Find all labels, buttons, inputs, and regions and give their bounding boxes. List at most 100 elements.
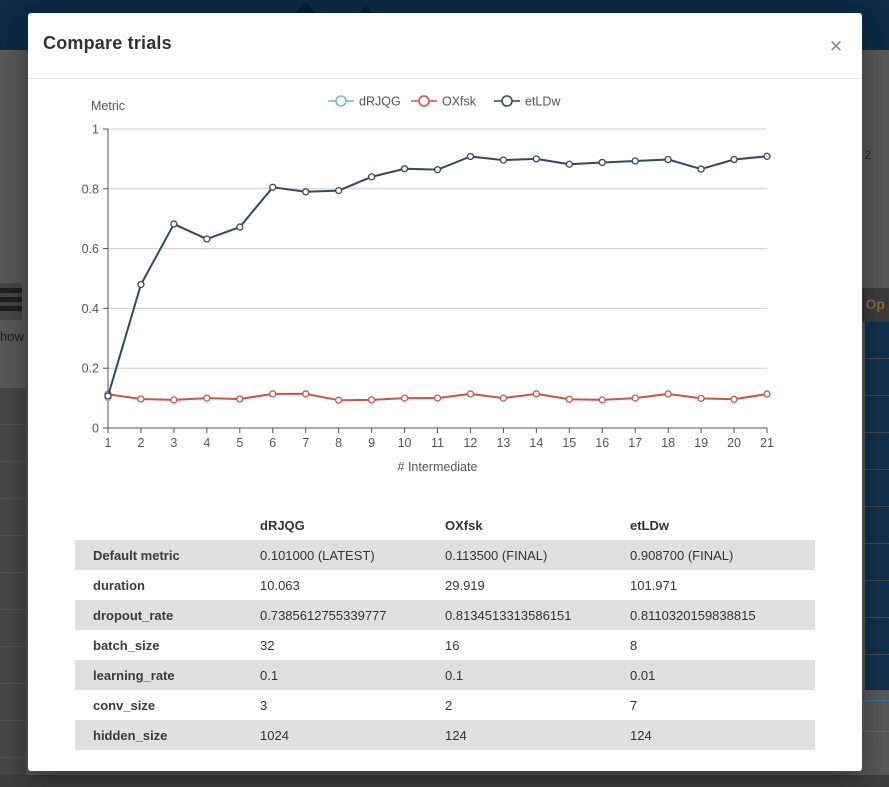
x-tick-label: 1 (105, 436, 112, 450)
data-point[interactable] (236, 223, 244, 231)
data-point[interactable] (730, 155, 738, 164)
data-point[interactable] (697, 165, 705, 173)
data-point[interactable] (499, 156, 508, 164)
data-point[interactable] (730, 395, 738, 403)
table-cell: 0.1 (260, 667, 279, 683)
x-tick-label: 10 (398, 436, 412, 450)
table-cell: 3 (260, 697, 268, 713)
background-button-outline (863, 700, 889, 732)
data-point[interactable] (170, 396, 178, 404)
table-cell: 32 (260, 637, 275, 653)
x-tick-label: 11 (431, 436, 444, 450)
data-point[interactable] (367, 173, 376, 181)
modal-header: Compare trials ✕ (28, 13, 862, 79)
table-row-batch_size: batch_size 32 16 8 (75, 630, 815, 660)
data-point[interactable] (763, 390, 771, 398)
x-tick-label: 21 (760, 436, 774, 450)
data-point[interactable] (697, 394, 705, 403)
row-label: learning_rate (93, 667, 175, 683)
x-tick-label: 9 (368, 436, 375, 450)
background-bottom-strip (0, 775, 889, 787)
background-right-number: 2 (864, 148, 871, 162)
data-point[interactable] (565, 395, 573, 403)
x-tick-label: 5 (236, 436, 243, 450)
data-point[interactable] (137, 280, 145, 289)
intermediate-metric-chart: 0 0.2 0.4 0.6 0.8 1 1 2 3 4 5 6 7 8 9 10 11 12 13 14 15 16 17 1… (28, 79, 862, 509)
x-tick-label: 3 (170, 436, 177, 450)
close-icon[interactable]: ✕ (828, 37, 844, 56)
table-header-row: dRJQG OXfsk etLDw (75, 510, 815, 540)
data-point[interactable] (203, 235, 211, 243)
data-point[interactable] (236, 395, 244, 403)
table-header-cell: dRJQG (260, 517, 305, 533)
data-point[interactable] (302, 390, 310, 398)
table-cell: 0.101000 (LATEST) (260, 547, 375, 563)
x-tick-label: 14 (529, 436, 543, 450)
x-tick-label: 4 (203, 436, 210, 450)
data-point[interactable] (466, 390, 475, 398)
row-label: hidden_size (93, 727, 168, 743)
background-right-header-band (862, 288, 889, 322)
data-point[interactable] (302, 188, 310, 196)
x-tick-label: 13 (496, 436, 510, 450)
y-tick-label: 0.6 (82, 242, 99, 256)
data-point[interactable] (664, 390, 672, 398)
data-point[interactable] (664, 155, 672, 164)
compare-trials-modal: Compare trials ✕ 0 0.2 0.4 0.6 0.8 1 1 2 3 4 5 6 7 8 9… (28, 13, 862, 771)
table-cell: 101.971 (630, 577, 677, 593)
data-point[interactable] (400, 165, 409, 173)
data-point[interactable] (598, 158, 606, 167)
background-left-text: how (0, 329, 24, 344)
table-cell: 0.8134513313586151 (445, 607, 572, 623)
y-tick-label: 0 (92, 422, 99, 436)
data-point[interactable] (433, 394, 442, 402)
y-axis-title: Metric (91, 99, 125, 113)
table-cell: 16 (445, 637, 460, 653)
y-tick-label: 0.2 (82, 362, 99, 376)
data-point[interactable] (400, 394, 409, 402)
data-point[interactable] (499, 394, 508, 402)
data-point[interactable] (269, 183, 277, 191)
x-tick-label: 19 (694, 436, 708, 450)
data-point[interactable] (334, 396, 343, 404)
data-point[interactable] (433, 166, 442, 174)
data-point[interactable] (137, 395, 145, 403)
table-cell: 0.7385612755339777 (260, 607, 387, 623)
data-point[interactable] (763, 152, 771, 160)
data-point[interactable] (532, 390, 541, 398)
table-cell: 10.063 (260, 577, 300, 593)
data-point[interactable] (203, 394, 211, 402)
legend-item-etLDw[interactable]: etLDw (494, 95, 561, 109)
background-table-rows-right (865, 322, 889, 690)
table-cell: 2 (445, 697, 453, 713)
legend-label: etLDw (525, 95, 561, 109)
y-tick-label: 1 (92, 123, 99, 137)
background-right-text: Op (865, 296, 885, 312)
data-point[interactable] (598, 396, 606, 404)
table-cell: 8 (630, 637, 638, 653)
row-label: batch_size (93, 637, 160, 653)
data-point[interactable] (334, 186, 343, 195)
table-row-learning_rate: learning_rate 0.1 0.1 0.01 (75, 660, 815, 690)
data-point[interactable] (532, 155, 541, 163)
table-cell: 1024 (260, 727, 289, 743)
x-tick-label: 7 (302, 436, 309, 450)
data-point[interactable] (631, 394, 639, 402)
data-point[interactable] (565, 160, 573, 168)
data-point[interactable] (367, 396, 376, 404)
data-point[interactable] (466, 152, 475, 161)
data-point[interactable] (170, 220, 178, 228)
data-point[interactable] (631, 157, 639, 165)
table-cell: 124 (445, 727, 467, 743)
legend-item-OXfsk[interactable]: OXfsk (411, 95, 477, 109)
data-point[interactable] (269, 390, 277, 398)
table-cell: 0.01 (630, 667, 656, 683)
table-cell: 29.919 (445, 577, 485, 593)
series-OXfsk (104, 390, 771, 404)
data-point[interactable] (104, 392, 112, 400)
y-tick-label: 0.8 (82, 182, 99, 196)
table-cell: 124 (630, 727, 652, 743)
table-row-default-metric: Default metric 0.101000 (LATEST) 0.113500 … (75, 540, 815, 570)
x-tick-label: 17 (628, 436, 642, 450)
legend-item-dRJQG[interactable]: dRJQG (328, 95, 401, 109)
